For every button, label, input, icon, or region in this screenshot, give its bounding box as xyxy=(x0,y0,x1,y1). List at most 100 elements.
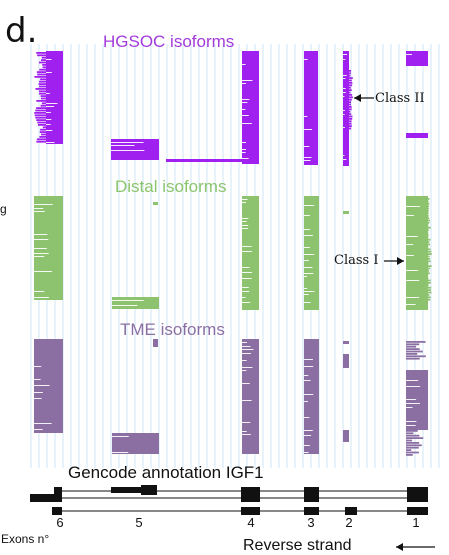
class-two-label: Class II xyxy=(375,91,425,106)
exon6-partial-reads xyxy=(37,121,46,124)
read-gap xyxy=(242,152,246,153)
read-gap xyxy=(242,302,251,303)
exon1-reads xyxy=(406,196,428,310)
read-gap xyxy=(406,297,420,298)
exon6-partial-reads xyxy=(36,100,46,102)
read-gap xyxy=(242,342,247,343)
exon1-partial-reads xyxy=(428,210,429,212)
read-gap xyxy=(242,246,252,247)
exon6-partial-reads xyxy=(36,140,46,143)
read-gap xyxy=(304,302,311,303)
read-gap xyxy=(46,93,50,94)
exon1-partial-reads xyxy=(428,207,429,210)
exon2-reads xyxy=(343,354,349,368)
read-gap xyxy=(304,394,314,395)
read-gap xyxy=(242,422,251,423)
exon6-partial-reads xyxy=(36,138,46,141)
exon1-partial-reads xyxy=(428,219,430,222)
exon-axis-label: Exons n° xyxy=(1,532,50,546)
read-gap xyxy=(242,123,252,124)
read-gap xyxy=(406,386,421,387)
exon3-reads xyxy=(304,339,319,454)
read-gap xyxy=(242,297,246,298)
exon5-reads xyxy=(112,297,159,309)
read-gap xyxy=(111,150,145,151)
exon2-partial-reads xyxy=(349,82,353,84)
exon6-partial-reads xyxy=(36,52,46,54)
distal-isoform-track xyxy=(34,196,432,310)
exon5-cds xyxy=(141,485,157,495)
exon1-partial-reads xyxy=(428,284,429,287)
read-gap xyxy=(304,380,311,381)
exon1-partial-reads xyxy=(428,253,432,255)
gencode-exon xyxy=(30,494,62,502)
exon1-partial-reads xyxy=(428,229,429,231)
read-gap xyxy=(46,112,51,113)
exon5-reads xyxy=(112,433,159,454)
gencode-exon xyxy=(54,487,62,495)
read-gap xyxy=(304,452,309,453)
read-gap xyxy=(304,254,315,255)
exon2-reads xyxy=(343,51,349,166)
gencode-exon xyxy=(241,494,260,502)
exon6-partial-reads xyxy=(36,107,46,109)
exon1-partial-reads xyxy=(406,454,413,456)
exon1-partial-reads xyxy=(428,265,432,267)
exon1-partial-reads xyxy=(406,446,419,449)
exon2-partial-reads xyxy=(349,96,353,99)
read-gap xyxy=(242,360,247,361)
exon2-partial-reads xyxy=(349,113,352,115)
class-one-label: Class I xyxy=(334,253,379,268)
exon1-reads xyxy=(406,51,428,66)
read-gap xyxy=(34,234,48,235)
exon6-partial-reads xyxy=(42,66,46,69)
exon1-partial-reads xyxy=(428,262,429,265)
exon6-partial-reads xyxy=(39,80,46,83)
exon1-partial-reads xyxy=(406,430,418,432)
exon2-partial-reads xyxy=(349,125,352,127)
exon1-partial-reads xyxy=(428,234,429,236)
read-gap xyxy=(406,236,418,237)
read-gap xyxy=(242,199,248,200)
exon1-partial-reads xyxy=(406,434,420,437)
exon1-partial-reads xyxy=(428,294,430,296)
read-gap xyxy=(304,291,315,292)
strand-arrow-head xyxy=(396,543,403,551)
exon2-partial-reads xyxy=(349,106,352,108)
read-gap xyxy=(242,64,246,65)
read-gap xyxy=(343,127,345,128)
exon6-partial-reads xyxy=(35,116,46,119)
read-gap xyxy=(304,430,313,431)
read-gap xyxy=(304,247,310,248)
exon2-partial-reads xyxy=(349,74,351,77)
gencode-gene-model xyxy=(30,485,428,515)
exon1-partial-reads xyxy=(428,260,431,263)
read-gap xyxy=(406,399,417,400)
exon2-partial-reads xyxy=(349,77,353,79)
read-gap xyxy=(112,300,144,301)
read-gap xyxy=(406,244,414,245)
exon1-partial-reads xyxy=(428,296,431,299)
exon2-partial-reads xyxy=(349,101,352,103)
read-gap xyxy=(242,202,246,203)
read-gap xyxy=(242,346,251,347)
exon6-partial-reads xyxy=(40,128,46,131)
cropped-label-fragment: g xyxy=(0,202,7,216)
exon2-partial-reads xyxy=(349,79,352,82)
read-gap xyxy=(34,211,45,212)
exon1-partial-reads xyxy=(406,341,426,343)
read-gap xyxy=(242,367,253,368)
read-gap xyxy=(46,119,52,120)
exon1-partial-reads xyxy=(406,432,414,435)
read-gap xyxy=(304,375,309,376)
read-gap xyxy=(304,267,313,268)
exon1-partial-reads xyxy=(428,226,431,229)
exon6-partial-reads xyxy=(40,78,46,81)
read-gap xyxy=(304,146,310,147)
read-gap xyxy=(304,294,309,295)
exon2-partial-reads xyxy=(349,118,353,120)
read-gap xyxy=(242,278,252,279)
exon2-partial-reads xyxy=(349,84,353,87)
read-gap xyxy=(242,83,247,84)
read-gap xyxy=(343,75,347,76)
